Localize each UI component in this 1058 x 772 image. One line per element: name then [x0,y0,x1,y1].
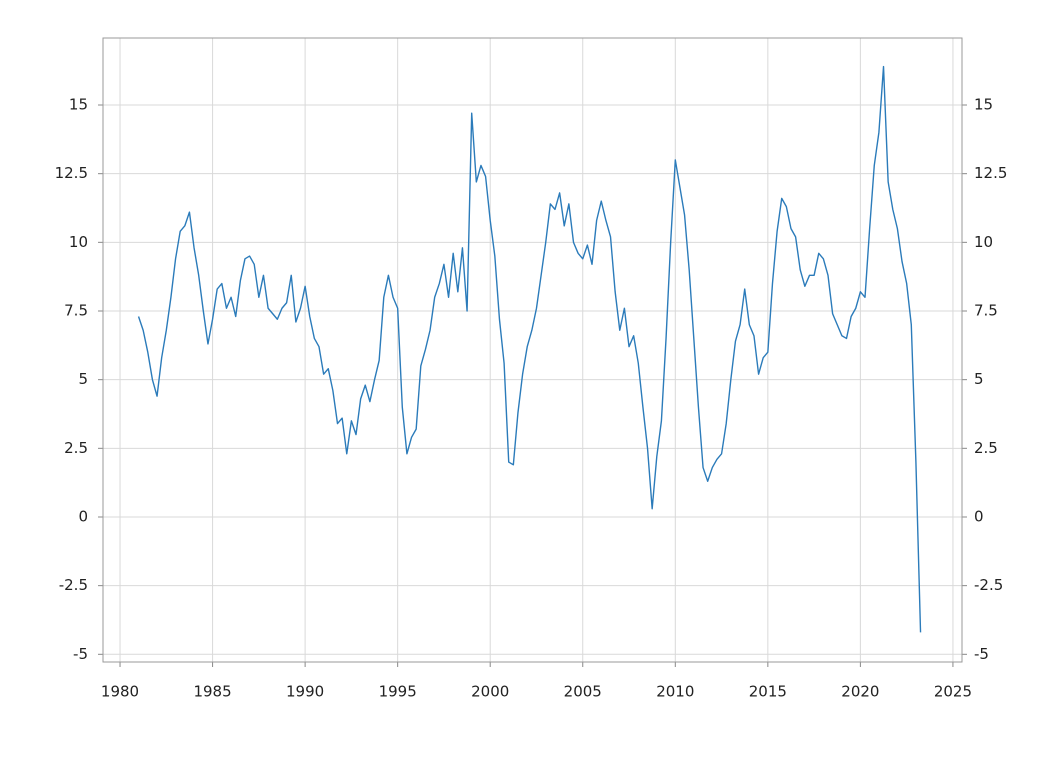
y-tick-label: 2.5 [64,439,88,457]
x-tick-label: 2020 [841,683,879,701]
y2-tick-label: 12.5 [974,164,1007,182]
y2-tick-label: 2.5 [974,439,998,457]
y2-tick-label: 15 [974,96,993,114]
line-series [137,65,922,633]
y2-tick-label: 7.5 [974,302,998,320]
x-tick-label: 2015 [749,683,787,701]
y2-tick-label: -2.5 [974,576,1003,594]
y-tick-label: 12.5 [55,164,88,182]
plot-frame [102,37,963,663]
x-tick-label: 2010 [656,683,694,701]
x-tick-label: 1980 [101,683,139,701]
y-tick-label: -2.5 [59,576,88,594]
y-tick-label: 0 [78,507,88,525]
x-tick-label: 2005 [564,683,602,701]
x-tick-label: 2025 [934,683,972,701]
x-tick-label: 1995 [379,683,417,701]
y-tick-label: 7.5 [64,302,88,320]
y2-tick-label: -5 [974,645,989,663]
y-tick-label: 15 [69,96,88,114]
y2-tick-label: 0 [974,507,984,525]
y2-tick-label: 10 [974,233,993,251]
y-tick-label: -5 [73,645,88,663]
x-tick-label: 1990 [286,683,324,701]
y2-tick-label: 5 [974,370,984,388]
y-tick-label: 5 [78,370,88,388]
x-tick-label: 2000 [471,683,509,701]
x-tick-label: 1985 [193,683,231,701]
y-tick-label: 10 [69,233,88,251]
